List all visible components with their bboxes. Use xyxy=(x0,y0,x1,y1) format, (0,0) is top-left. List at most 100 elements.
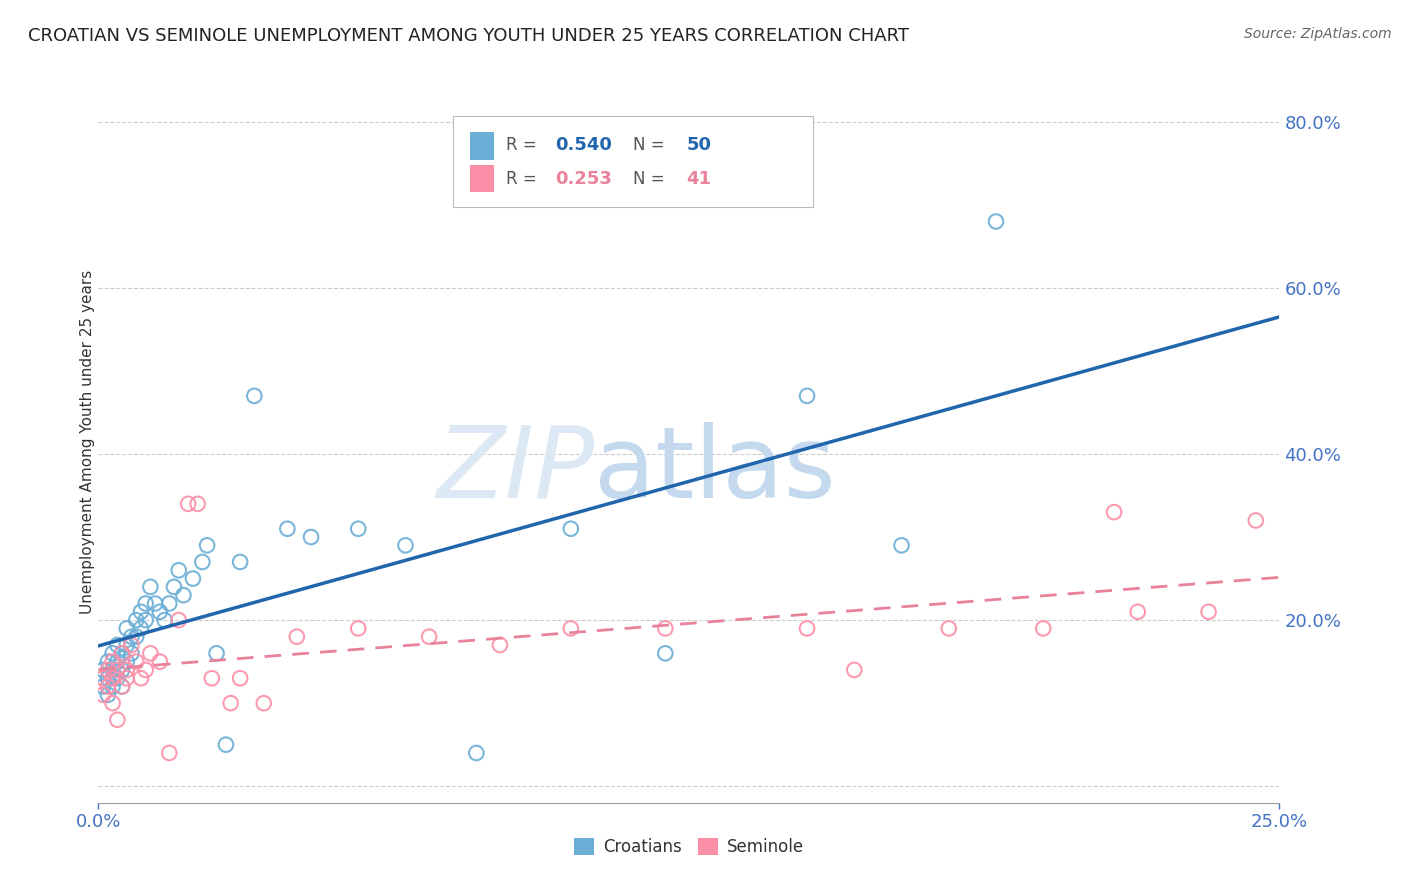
Point xyxy=(125,613,148,627)
Point xyxy=(201,671,224,685)
Point xyxy=(143,597,166,611)
Point xyxy=(111,646,134,660)
Point xyxy=(115,655,138,669)
Point xyxy=(111,680,134,694)
Point xyxy=(157,597,180,611)
Point xyxy=(243,389,266,403)
Text: CROATIAN VS SEMINOLE UNEMPLOYMENT AMONG YOUTH UNDER 25 YEARS CORRELATION CHART: CROATIAN VS SEMINOLE UNEMPLOYMENT AMONG … xyxy=(28,27,910,45)
Point xyxy=(167,563,190,577)
Text: 41: 41 xyxy=(686,170,711,188)
Point xyxy=(195,538,218,552)
Point xyxy=(135,597,157,611)
Point xyxy=(181,572,204,586)
Point xyxy=(1198,605,1220,619)
Point xyxy=(347,522,370,536)
Point xyxy=(253,696,276,710)
FancyBboxPatch shape xyxy=(453,117,813,207)
Point xyxy=(115,621,138,635)
Point xyxy=(111,646,134,660)
Point xyxy=(560,621,582,635)
Point xyxy=(418,630,440,644)
Point xyxy=(101,655,124,669)
Point xyxy=(285,630,308,644)
Text: N =: N = xyxy=(634,170,671,188)
Point xyxy=(984,214,1007,228)
Point xyxy=(299,530,322,544)
Point xyxy=(157,746,180,760)
Point xyxy=(139,646,162,660)
Point xyxy=(149,605,172,619)
Point xyxy=(149,655,172,669)
Point xyxy=(191,555,214,569)
Point xyxy=(1032,621,1054,635)
Bar xyxy=(471,165,494,193)
Point xyxy=(153,613,176,627)
Point xyxy=(115,663,138,677)
Text: R =: R = xyxy=(506,136,541,154)
Point xyxy=(101,663,124,677)
Point xyxy=(1244,513,1267,527)
Point xyxy=(91,688,114,702)
Point xyxy=(796,389,818,403)
Point xyxy=(229,671,252,685)
Point xyxy=(172,588,194,602)
Text: 0.540: 0.540 xyxy=(555,136,613,154)
Point xyxy=(101,696,124,710)
Point xyxy=(560,522,582,536)
Point xyxy=(1102,505,1125,519)
Point xyxy=(121,638,143,652)
Point xyxy=(101,646,124,660)
Point xyxy=(105,671,128,685)
Point xyxy=(105,638,128,652)
Point xyxy=(129,621,152,635)
Point xyxy=(91,671,114,685)
Point xyxy=(125,630,148,644)
Point xyxy=(135,613,157,627)
Point xyxy=(844,663,866,677)
Point xyxy=(135,663,157,677)
Point xyxy=(187,497,209,511)
Point xyxy=(1126,605,1149,619)
Point xyxy=(796,621,818,635)
Point xyxy=(97,655,120,669)
Text: atlas: atlas xyxy=(595,422,837,519)
Point xyxy=(465,746,488,760)
Y-axis label: Unemployment Among Youth under 25 years: Unemployment Among Youth under 25 years xyxy=(80,269,94,614)
Point xyxy=(115,671,138,685)
Point xyxy=(394,538,416,552)
Point xyxy=(91,663,114,677)
Text: 50: 50 xyxy=(686,136,711,154)
Point xyxy=(111,663,134,677)
Point xyxy=(276,522,298,536)
Point xyxy=(101,671,124,685)
Point xyxy=(125,655,148,669)
Text: N =: N = xyxy=(634,136,671,154)
Point xyxy=(163,580,186,594)
Text: 0.253: 0.253 xyxy=(555,170,613,188)
Point xyxy=(97,671,120,685)
Legend: Croatians, Seminole: Croatians, Seminole xyxy=(568,831,810,863)
Text: R =: R = xyxy=(506,170,541,188)
Bar xyxy=(471,132,494,160)
Point xyxy=(115,638,138,652)
Point xyxy=(97,680,120,694)
Point xyxy=(654,646,676,660)
Point xyxy=(205,646,228,660)
Point xyxy=(105,655,128,669)
Point xyxy=(489,638,512,652)
Point xyxy=(139,580,162,594)
Point xyxy=(129,605,152,619)
Point xyxy=(215,738,238,752)
Point xyxy=(121,646,143,660)
Point xyxy=(167,613,190,627)
Point xyxy=(938,621,960,635)
Point xyxy=(97,688,120,702)
Point xyxy=(105,713,128,727)
Point xyxy=(654,621,676,635)
Point xyxy=(347,621,370,635)
Point xyxy=(890,538,912,552)
Point xyxy=(91,680,114,694)
Point xyxy=(229,555,252,569)
Point xyxy=(219,696,242,710)
Point xyxy=(111,680,134,694)
